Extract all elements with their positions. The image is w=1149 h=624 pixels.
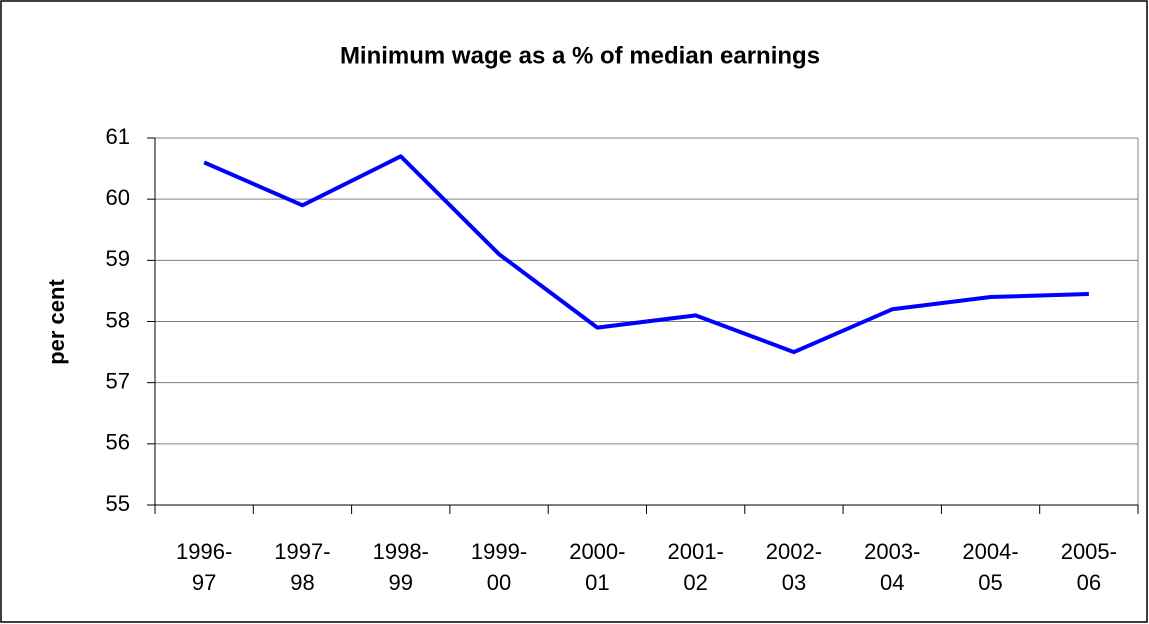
x-tick-label: 2003- [864, 539, 920, 564]
x-tick-label: 00 [487, 570, 511, 595]
x-tick-label: 2005- [1061, 539, 1117, 564]
y-tick-label: 59 [106, 246, 130, 271]
x-tick-label: 02 [683, 570, 707, 595]
x-tick-label: 1997- [274, 539, 330, 564]
x-tick-label: 1999- [471, 539, 527, 564]
data-line [203, 154, 1089, 355]
x-tick-label: 99 [389, 570, 413, 595]
x-tick-label: 1998- [373, 539, 429, 564]
y-axis-label: per cent [44, 279, 69, 365]
x-tick-label: 06 [1077, 570, 1101, 595]
y-tick-label: 58 [106, 307, 130, 332]
y-tick-label: 55 [106, 491, 130, 516]
x-tick-label: 01 [585, 570, 609, 595]
x-tick-label: 2001- [668, 539, 724, 564]
x-tick-label: 97 [192, 570, 216, 595]
x-tick-label: 2004- [962, 539, 1018, 564]
x-tick-label: 05 [978, 570, 1002, 595]
x-tick-label: 2002- [766, 539, 822, 564]
x-tick-label: 2000- [569, 539, 625, 564]
x-tick-label: 1996- [176, 539, 232, 564]
x-tick-label: 98 [290, 570, 314, 595]
y-tick-label: 60 [106, 185, 130, 210]
x-tick-label: 04 [880, 570, 904, 595]
x-tick-label: 03 [782, 570, 806, 595]
y-tick-label: 57 [106, 368, 130, 393]
y-tick-label: 61 [106, 124, 130, 149]
chart-title: Minimum wage as a % of median earnings [340, 42, 820, 69]
y-tick-label: 56 [106, 430, 130, 455]
